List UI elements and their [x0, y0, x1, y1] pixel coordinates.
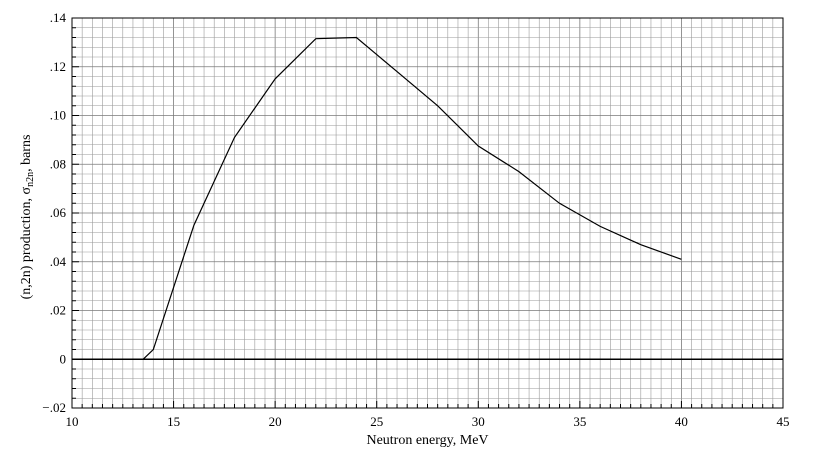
x-tick-label: 40 [675, 414, 688, 429]
y-axis-title: (n,2n) production, σn2n, barns [19, 135, 36, 300]
y-tick-label: .14 [50, 10, 67, 25]
x-tick-label: 20 [269, 414, 282, 429]
y-tick-label: .10 [50, 108, 66, 123]
y-tick-label: .08 [50, 156, 66, 171]
y-tick-label: .06 [50, 205, 67, 220]
y-tick-labels: −.02 0 .02 .04 .06 .08 .10 .12 .14 [42, 10, 66, 415]
x-tick-label: 15 [167, 414, 180, 429]
y-axis-title-suffix: , barns [19, 135, 34, 172]
x-tick-label: 45 [777, 414, 790, 429]
x-axis-title: Neutron energy, MeV [366, 433, 488, 448]
x-tick-label: 30 [472, 414, 485, 429]
x-tick-labels: 10 15 20 25 30 35 40 45 [66, 414, 790, 429]
y-tick-label: .12 [50, 59, 66, 74]
y-axis-title-subscript: n2n [25, 172, 36, 187]
x-tick-label: 35 [573, 414, 586, 429]
plot-frame [71, 17, 784, 409]
y-tick-label: .04 [50, 254, 67, 269]
grid [72, 18, 783, 408]
tick-marks [72, 27, 774, 408]
y-tick-label: −.02 [42, 400, 66, 415]
y-tick-label: .02 [50, 303, 66, 318]
x-tick-label: 25 [370, 414, 383, 429]
y-axis-title-main: (n,2n) production, σ [19, 186, 34, 299]
series-line [142, 36, 682, 360]
x-tick-label: 10 [66, 414, 79, 429]
y-tick-label: 0 [60, 351, 67, 366]
